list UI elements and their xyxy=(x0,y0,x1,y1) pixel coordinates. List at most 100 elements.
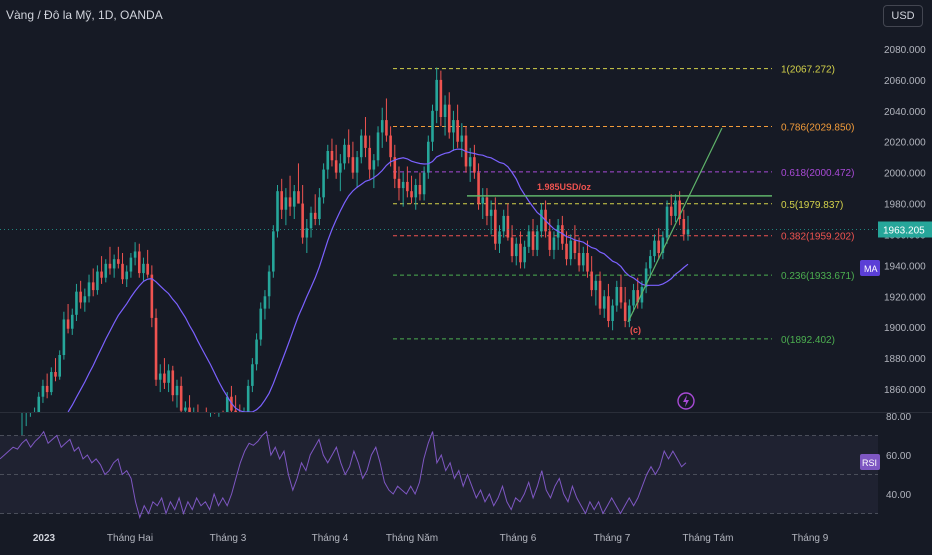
candle[interactable] xyxy=(347,129,351,164)
rsi-pane[interactable]: 80.00 60.00 40.00 RSI xyxy=(0,412,911,520)
drawing-tools[interactable]: 1.985USD/oz (c) xyxy=(467,127,772,335)
candle[interactable] xyxy=(70,308,74,335)
candle[interactable] xyxy=(355,151,359,189)
candle[interactable] xyxy=(368,135,371,179)
candle[interactable] xyxy=(686,215,690,241)
candle[interactable] xyxy=(351,141,355,179)
candle[interactable] xyxy=(422,166,426,201)
candle[interactable] xyxy=(477,163,480,210)
candle[interactable] xyxy=(305,219,309,253)
candle[interactable] xyxy=(188,395,191,412)
trend-line[interactable] xyxy=(627,127,723,323)
candle[interactable] xyxy=(661,231,665,260)
candle[interactable] xyxy=(175,379,179,408)
candle[interactable] xyxy=(96,265,99,295)
candle[interactable] xyxy=(552,231,556,260)
candle[interactable] xyxy=(644,262,648,294)
candle[interactable] xyxy=(481,188,485,219)
candle[interactable] xyxy=(301,185,304,244)
candle[interactable] xyxy=(632,283,635,312)
candle[interactable] xyxy=(473,144,476,179)
candle[interactable] xyxy=(45,373,49,399)
candle[interactable] xyxy=(100,256,103,284)
candle[interactable] xyxy=(104,259,108,283)
candle[interactable] xyxy=(439,70,443,127)
candle[interactable] xyxy=(640,280,644,309)
candle[interactable] xyxy=(447,92,451,139)
candle[interactable] xyxy=(519,231,522,269)
candle[interactable] xyxy=(682,209,686,241)
candle[interactable] xyxy=(514,237,518,266)
candle[interactable] xyxy=(66,304,70,334)
symbol-title[interactable]: Vàng / Đô la Mỹ, 1D, OANDA xyxy=(6,8,163,22)
candle[interactable] xyxy=(385,98,388,142)
candle[interactable] xyxy=(129,253,133,278)
candle[interactable] xyxy=(665,200,669,244)
candle[interactable] xyxy=(573,225,577,260)
candle[interactable] xyxy=(410,175,413,204)
candle[interactable] xyxy=(594,274,598,306)
candle[interactable] xyxy=(142,257,145,281)
candle[interactable] xyxy=(535,225,539,257)
candle[interactable] xyxy=(678,191,681,226)
candle[interactable] xyxy=(636,277,640,309)
candle[interactable] xyxy=(452,110,455,151)
candle[interactable] xyxy=(372,154,376,189)
candle[interactable] xyxy=(523,240,526,269)
rsi-badge[interactable] xyxy=(860,454,880,470)
candle[interactable] xyxy=(393,144,397,189)
candle[interactable] xyxy=(427,135,430,179)
candle[interactable] xyxy=(376,126,380,167)
candle[interactable] xyxy=(91,268,95,297)
candle[interactable] xyxy=(401,172,405,207)
candle[interactable] xyxy=(179,376,183,412)
candle[interactable] xyxy=(58,350,61,380)
candle[interactable] xyxy=(330,138,334,167)
candle[interactable] xyxy=(87,274,91,303)
candle[interactable] xyxy=(276,185,279,238)
candle[interactable] xyxy=(259,302,263,346)
candle[interactable] xyxy=(615,280,619,312)
candle[interactable] xyxy=(510,225,514,263)
candle[interactable] xyxy=(590,256,593,297)
candle[interactable] xyxy=(112,254,116,278)
candle[interactable] xyxy=(108,246,112,275)
candle[interactable] xyxy=(418,172,422,201)
candle[interactable] xyxy=(171,365,175,402)
candle[interactable] xyxy=(339,154,342,192)
candle[interactable] xyxy=(146,249,149,278)
candle[interactable] xyxy=(75,283,78,321)
candle[interactable] xyxy=(313,194,317,226)
candle[interactable] xyxy=(150,265,154,328)
candle[interactable] xyxy=(611,299,614,331)
candle[interactable] xyxy=(292,185,296,219)
candle[interactable] xyxy=(79,280,82,309)
moving-average-line[interactable] xyxy=(67,148,689,413)
candle[interactable] xyxy=(397,166,401,201)
candle[interactable] xyxy=(251,358,254,393)
candle[interactable] xyxy=(83,288,87,312)
candle[interactable] xyxy=(297,163,300,204)
candle[interactable] xyxy=(234,395,237,412)
candle[interactable] xyxy=(498,225,501,253)
candle[interactable] xyxy=(586,240,589,278)
candle[interactable] xyxy=(158,364,162,393)
candle[interactable] xyxy=(460,123,464,158)
candle[interactable] xyxy=(364,117,367,158)
candle[interactable] xyxy=(602,290,606,318)
candle[interactable] xyxy=(628,299,631,328)
candle[interactable] xyxy=(531,219,535,257)
candle[interactable] xyxy=(309,206,313,238)
candle[interactable] xyxy=(485,188,489,226)
ma-line[interactable] xyxy=(67,148,689,413)
candle[interactable] xyxy=(657,228,660,260)
candle[interactable] xyxy=(540,203,543,238)
lightning-icon[interactable] xyxy=(677,392,695,410)
candle[interactable] xyxy=(389,126,392,167)
candle[interactable] xyxy=(406,166,409,198)
ma-badge[interactable] xyxy=(860,260,880,276)
currency-button[interactable]: USD xyxy=(883,5,923,27)
candle[interactable] xyxy=(669,194,673,226)
candle[interactable] xyxy=(598,271,602,315)
candle[interactable] xyxy=(431,104,434,151)
